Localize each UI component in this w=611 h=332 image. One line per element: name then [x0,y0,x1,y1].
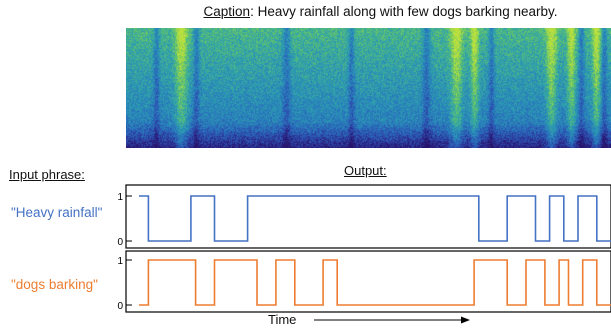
time-arrow [314,316,470,324]
input-phrase-dogs-barking: "dogs barking" [11,277,98,292]
plot-1-tick-label-0: 0 [117,237,123,248]
time-axis-label: Time [268,312,297,327]
plot-2-tick-label-0: 0 [117,301,123,312]
dogs-barking-signal [139,259,611,306]
plot-dogs-barking: 1 0 [117,250,611,313]
plot-2-frame [125,250,611,313]
input-phrase-heading: Input phrase: [9,167,85,182]
spectrogram-image [126,28,611,148]
plot-1-frame [125,184,611,249]
time-arrow-head [461,316,470,324]
output-heading: Output: [344,163,387,178]
plot-2-tick-label-1: 1 [117,256,123,267]
plot-heavy-rainfall: 1 0 [117,184,611,249]
caption-label: Caption [203,4,251,19]
heavy-rainfall-signal [139,195,611,242]
caption-text: : Heavy rainfall along with few dogs bar… [250,4,558,19]
caption: Caption: Heavy rainfall along with few d… [150,4,611,19]
input-phrase-heavy-rainfall: "Heavy rainfall" [11,205,103,220]
plot-1-tick-label-1: 1 [117,192,123,203]
